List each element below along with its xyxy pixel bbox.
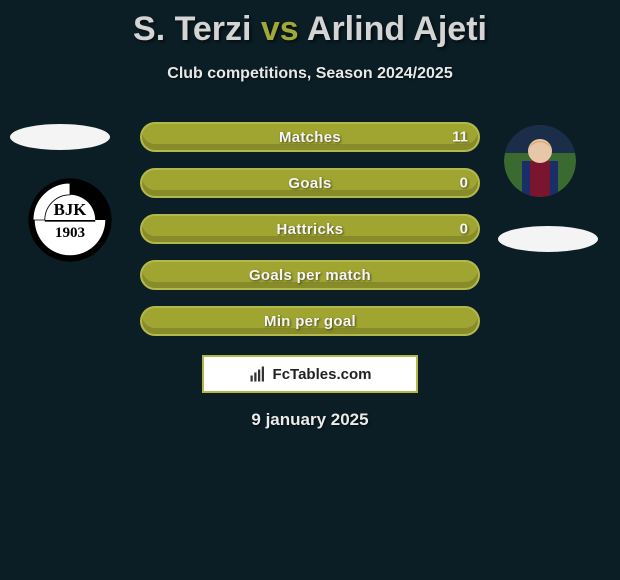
stat-label: Min per goal [264,313,356,330]
badge-text-bottom: 1903 [55,225,86,241]
player1-name: S. Terzi [133,10,251,48]
player2-club-placeholder [498,226,598,252]
stat-row-min-per-goal: Min per goal [140,306,480,336]
stat-right-value: 0 [460,221,468,238]
stat-label: Goals per match [249,267,371,284]
stat-right-value: 0 [460,175,468,192]
stat-label: Matches [279,129,341,146]
stat-row-goals: Goals 0 [140,168,480,198]
player2-avatar [504,125,576,197]
vs-separator: vs [261,10,299,48]
stat-label: Hattricks [277,221,344,238]
season-subtitle: Club competitions, Season 2024/2025 [0,65,620,83]
stats-container: Matches 11 Goals 0 Hattricks 0 Goals per… [140,122,480,352]
stat-row-goals-per-match: Goals per match [140,260,480,290]
badge-text-top: BJK [54,200,87,219]
stat-label: Goals [288,175,331,192]
player2-name: Arlind Ajeti [307,10,487,48]
club-badge: BJK 1903 [28,178,112,262]
attribution-text: FcTables.com [273,366,372,383]
comparison-title: S. Terzi vs Arlind Ajeti [0,0,620,49]
stat-right-value: 11 [452,129,468,146]
snapshot-date: 9 january 2025 [0,410,620,430]
stat-row-matches: Matches 11 [140,122,480,152]
attribution-badge: FcTables.com [202,355,418,393]
stat-row-hattricks: Hattricks 0 [140,214,480,244]
player1-avatar-placeholder [10,124,110,150]
bar-chart-icon [249,365,267,383]
